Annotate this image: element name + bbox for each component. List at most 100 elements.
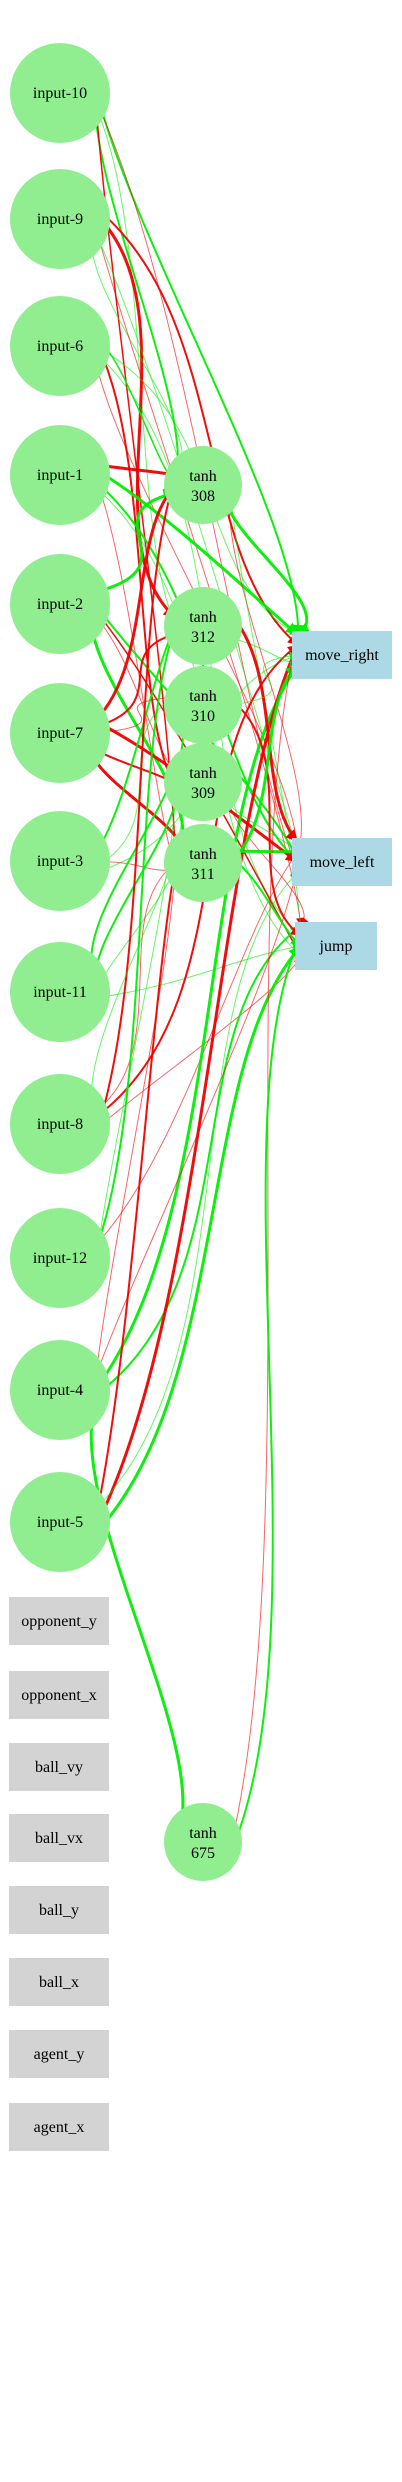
edge-h308-to-jump xyxy=(229,490,302,947)
unused-node-label: agent_x xyxy=(34,2119,85,2136)
hidden-node-circle xyxy=(164,824,242,902)
input-node-input-12: input-12 xyxy=(10,1208,110,1308)
output-node-move-right: move_right xyxy=(292,631,392,679)
unused-node-label: opponent_x xyxy=(21,1687,97,1704)
unused-node-label: ball_vy xyxy=(35,1759,83,1776)
edge-input-10-to-h308 xyxy=(93,86,180,486)
input-node-circle xyxy=(10,425,110,525)
hidden-node-id: 308 xyxy=(191,488,215,505)
input-node-circle xyxy=(10,296,110,396)
output-node-label: move_right xyxy=(305,647,379,664)
edge-input-4-to-h675 xyxy=(89,1401,185,1843)
edge-input-12-to-h312 xyxy=(94,625,177,1253)
hidden-node-308: tanh 308 xyxy=(164,446,242,524)
edge-input-1-to-move_right xyxy=(94,467,299,637)
edge-input-8-to-h311 xyxy=(94,862,176,1113)
unused-node-ball-x: ball_x xyxy=(9,1958,109,2006)
unused-node-box xyxy=(9,2103,109,2151)
output-node-box xyxy=(292,631,392,679)
edge-h308-to-move_left xyxy=(228,484,302,853)
output-node-jump: jump xyxy=(295,922,377,970)
hidden-node-311: tanh 311 xyxy=(164,824,242,902)
unused-node-box xyxy=(9,1671,109,1719)
edge-input-5-to-jump xyxy=(93,944,303,1536)
edge-input-2-to-h309 xyxy=(94,615,177,775)
input-node-label: input-6 xyxy=(37,338,83,355)
edge-input-5-to-move_left xyxy=(94,871,299,1511)
unused-node-opponent-x: opponent_x xyxy=(9,1671,109,1719)
unused-node-ball-vx: ball_vx xyxy=(9,1814,109,1862)
edge-h310-to-jump xyxy=(229,698,302,937)
unused-node-box xyxy=(9,1958,109,2006)
arrowhead-input-10-to-move_right xyxy=(293,624,304,635)
input-node-input-2: input-2 xyxy=(10,554,110,654)
edge-input-6-to-h309 xyxy=(94,339,177,791)
edge-h312-to-move_left xyxy=(229,612,300,844)
hidden-node-circle xyxy=(164,446,242,524)
input-node-label: input-4 xyxy=(37,1382,83,1399)
input-node-label: input-8 xyxy=(37,1116,83,1133)
unused-node-box xyxy=(9,1886,109,1934)
hidden-node-activation: tanh xyxy=(189,765,217,782)
edge-input-9-to-h312 xyxy=(93,211,177,620)
input-node-label: input-2 xyxy=(37,596,83,613)
edge-input-8-to-h308 xyxy=(94,476,177,1137)
input-node-circle xyxy=(10,1208,110,1308)
edge-h675-to-move_right xyxy=(229,634,299,1849)
unused-node-agent-y: agent_y xyxy=(9,2030,109,2078)
output-node-box xyxy=(292,838,392,886)
input-node-label: input-10 xyxy=(33,85,87,102)
input-node-circle xyxy=(10,1074,110,1174)
edge-input-4-to-h311 xyxy=(94,854,177,1385)
edge-input-9-to-move_left xyxy=(94,230,299,853)
unused-node-box xyxy=(9,1597,109,1645)
unused-node-agent-x: agent_x xyxy=(9,2103,109,2151)
input-node-input-5: input-5 xyxy=(10,1472,110,1572)
edge-input-7-to-h312 xyxy=(94,633,176,728)
edge-input-7-to-h308 xyxy=(93,483,177,723)
unused-node-opponent-y: opponent_y xyxy=(9,1597,109,1645)
edge-input-4-to-jump xyxy=(94,925,302,1397)
output-node-move-left: move_left xyxy=(292,838,392,886)
hidden-node-id: 311 xyxy=(191,866,214,883)
hidden-node-activation: tanh xyxy=(189,468,217,485)
input-node-circle xyxy=(10,811,110,911)
edge-h310-to-move_right xyxy=(230,654,299,706)
unused-node-label: opponent_y xyxy=(21,1613,97,1630)
input-node-input-6: input-6 xyxy=(10,296,110,396)
unused-node-label: ball_x xyxy=(39,1974,79,1991)
input-node-label: input-12 xyxy=(33,1250,87,1267)
input-node-input-11: input-11 xyxy=(10,942,110,1042)
unused-node-label: agent_y xyxy=(34,2046,85,2063)
edge-input-5-to-move_right xyxy=(93,644,300,1529)
edge-input-5-to-h311 xyxy=(94,862,177,1523)
hidden-node-309: tanh 309 xyxy=(164,743,242,821)
hidden-node-activation: tanh xyxy=(189,1825,217,1842)
input-node-label: input-7 xyxy=(37,725,83,742)
edge-input-4-to-move_left xyxy=(94,861,299,1379)
hidden-node-circle xyxy=(164,1803,242,1881)
input-node-label: input-11 xyxy=(33,984,87,1001)
output-node-label: move_left xyxy=(310,854,375,871)
hidden-node-id: 312 xyxy=(191,629,215,646)
output-node-box xyxy=(295,922,377,970)
input-node-circle xyxy=(10,1472,110,1572)
output-node-label: jump xyxy=(319,938,353,955)
input-node-input-8: input-8 xyxy=(10,1074,110,1174)
input-node-label: input-1 xyxy=(37,467,83,484)
edge-input-11-to-h310 xyxy=(90,712,184,981)
edge-input-10-to-move_right xyxy=(94,80,300,636)
hidden-node-activation: tanh xyxy=(189,609,217,626)
input-node-input-4: input-4 xyxy=(10,1340,110,1440)
hidden-node-circle xyxy=(164,587,242,665)
input-node-circle xyxy=(10,683,110,783)
unused-node-box xyxy=(9,1814,109,1862)
edge-h311-to-move_right xyxy=(229,663,300,865)
hidden-node-activation: tanh xyxy=(189,688,217,705)
unused-node-label: ball_vx xyxy=(35,1830,83,1847)
hidden-node-circle xyxy=(164,666,242,744)
hidden-node-circle xyxy=(164,743,242,821)
edge-h675-to-jump xyxy=(229,935,302,1855)
input-node-label: input-9 xyxy=(37,211,83,228)
